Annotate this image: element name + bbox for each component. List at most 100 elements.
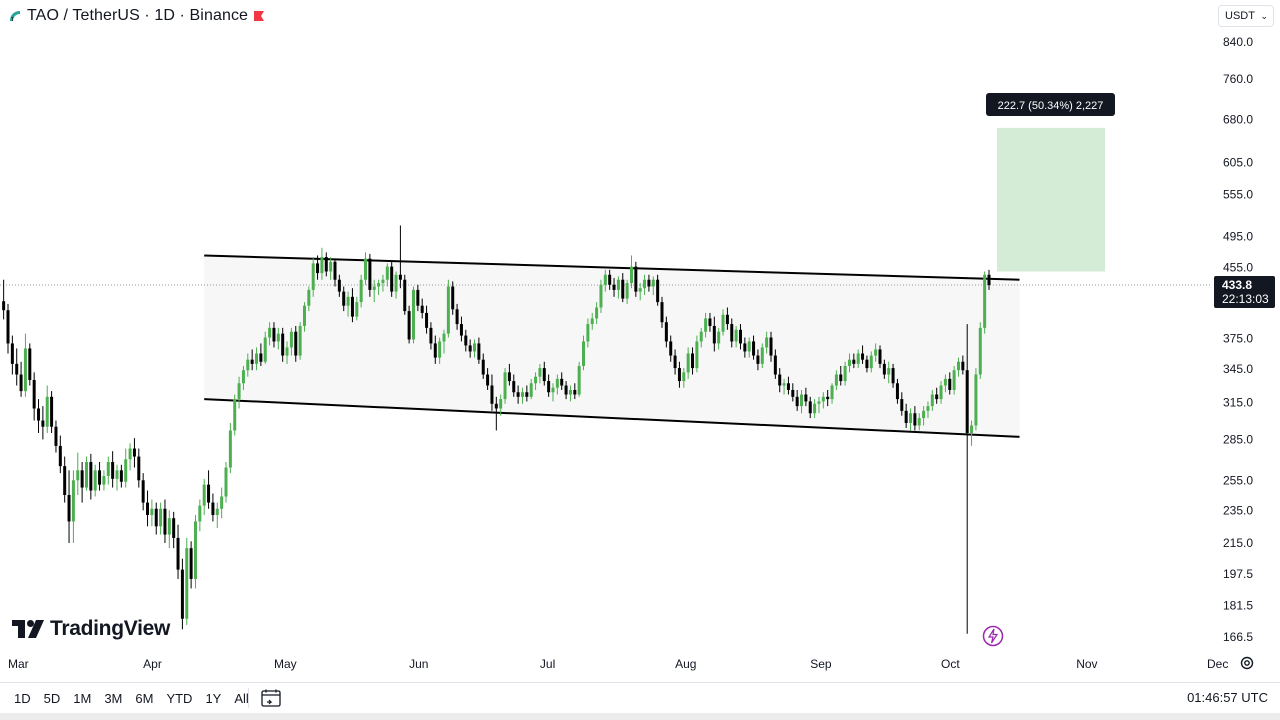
flag-icon[interactable] (253, 10, 265, 22)
candle-body (830, 385, 834, 400)
candle-body (573, 389, 577, 395)
candle-body (534, 376, 538, 384)
candle (843, 361, 847, 386)
candle (516, 385, 520, 404)
candle-body (887, 368, 891, 375)
candle (538, 363, 542, 384)
candle-body (869, 355, 873, 369)
currency-selector[interactable]: USDT ⌄ (1218, 5, 1274, 27)
candle-body (337, 279, 341, 292)
range-button-3m[interactable]: 3M (104, 691, 123, 706)
candle (58, 435, 62, 474)
range-button-1d[interactable]: 1D (14, 691, 31, 706)
candle (377, 279, 381, 296)
candle (333, 258, 337, 287)
price-axis[interactable]: 840.0 760.0 680.0 605.0 555.0 495.0 455.0 375.0… (1214, 35, 1275, 644)
candle (481, 353, 485, 379)
candle-body (752, 341, 756, 356)
candle (41, 406, 45, 440)
candle (651, 276, 655, 296)
candle (673, 349, 677, 375)
utc-clock[interactable]: 01:46:57 UTC (1187, 690, 1268, 705)
candle (468, 339, 472, 358)
candle (119, 464, 123, 488)
candle (664, 316, 668, 348)
candle (281, 327, 285, 362)
candle-body (499, 399, 503, 409)
candle-body (468, 345, 472, 352)
target-zone-box[interactable] (997, 127, 1105, 272)
target-zone[interactable] (0, 127, 1212, 286)
range-button-6m[interactable]: 6M (135, 691, 154, 706)
candle (294, 325, 298, 362)
time-axis[interactable]: Mar Apr May Jun Jul Aug Sep Oct Nov Dec (8, 657, 1228, 671)
candle (699, 327, 703, 348)
candle-body (555, 378, 559, 388)
candle (390, 261, 394, 297)
candle-body (664, 322, 668, 342)
candle (603, 269, 607, 292)
candle (67, 470, 71, 544)
candle (237, 376, 241, 409)
candle-body (342, 291, 346, 306)
candle (337, 274, 341, 297)
candle (643, 274, 647, 296)
candle (115, 464, 119, 491)
candle-body (302, 305, 306, 326)
candle-body (551, 387, 555, 393)
candle (63, 456, 67, 503)
candle-body (756, 355, 760, 364)
range-button-all[interactable]: All (234, 691, 249, 706)
candle (163, 499, 167, 544)
candle (316, 255, 320, 280)
candle (512, 374, 516, 397)
range-button-ytd[interactable]: YTD (166, 691, 193, 706)
candle (590, 312, 594, 330)
tradingview-logo-text: TradingView (50, 617, 171, 640)
candle-body (817, 401, 821, 404)
candle (839, 365, 843, 386)
range-button-1y[interactable]: 1Y (205, 691, 222, 706)
candle (612, 278, 616, 297)
candle (834, 370, 838, 390)
candle-body (477, 343, 481, 360)
candle (89, 453, 93, 500)
candle-body (2, 301, 6, 311)
candle-body (89, 462, 93, 491)
candle (2, 279, 6, 320)
range-button-5d[interactable]: 5D (43, 691, 61, 706)
candle (185, 537, 189, 626)
chart-canvas[interactable]: 840.0 760.0 680.0 605.0 555.0 495.0 455.0 375.0… (0, 0, 1280, 682)
candle-body (220, 496, 224, 509)
candle (176, 524, 180, 579)
goto-date-icon[interactable] (261, 689, 281, 707)
candle (734, 325, 738, 348)
candle-body (691, 353, 695, 369)
candle (311, 257, 315, 297)
gear-icon[interactable] (1239, 655, 1255, 671)
candle (84, 456, 88, 491)
symbol-header[interactable]: τ TAO / TetherUS · 1D · Binance (8, 6, 265, 26)
candle-body (516, 392, 520, 397)
price-tick-label: 555.0 (1223, 187, 1253, 201)
candle-body (704, 318, 708, 332)
candle (660, 296, 664, 328)
candle (708, 312, 712, 332)
candle (289, 327, 293, 356)
candle (695, 335, 699, 373)
time-tick-label: Nov (1076, 657, 1097, 671)
candle-body (660, 302, 664, 323)
candle-body (956, 361, 960, 371)
candle (712, 316, 716, 352)
date-range-buttons: 1D 5D 1M 3M 6M YTD 1Y All (10, 689, 258, 708)
channel-lower-line[interactable] (204, 398, 1020, 438)
channel-upper-line[interactable] (204, 254, 1020, 281)
candle-body (137, 456, 141, 481)
candle-body (743, 343, 747, 352)
candle (329, 257, 333, 280)
candle-body (843, 365, 847, 382)
channel-drawing[interactable] (204, 254, 1020, 438)
range-button-1m[interactable]: 1M (73, 691, 92, 706)
tradingview-mark-icon (12, 620, 44, 638)
lightning-event-icon[interactable] (982, 625, 1004, 647)
